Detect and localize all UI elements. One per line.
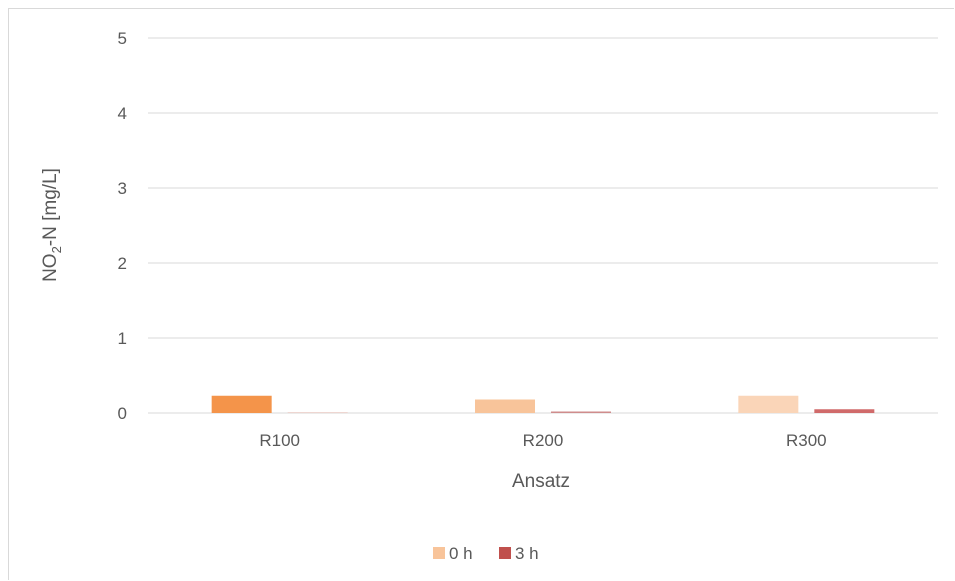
y-axis-title-rest: -N [mg/L] — [40, 168, 61, 246]
x-tick-label: R100 — [259, 431, 300, 450]
x-tick-labels: R100 R200 R300 — [259, 431, 826, 450]
legend: 0 h 3 h — [433, 544, 539, 563]
legend-label: 3 h — [515, 544, 539, 563]
bar — [211, 395, 272, 413]
bar — [475, 399, 535, 413]
gridlines — [148, 37, 938, 414]
bars — [211, 395, 875, 414]
legend-swatch — [433, 547, 445, 559]
legend-label: 0 h — [449, 544, 473, 563]
y-axis-title-main: NO — [40, 253, 61, 282]
y-tick-label: 2 — [118, 254, 127, 273]
y-tick-label: 5 — [118, 29, 127, 48]
x-tick-label: R200 — [523, 431, 564, 450]
legend-swatch — [499, 547, 511, 559]
y-axis-title: NO2-N [mg/L] — [40, 168, 64, 282]
y-tick-label: 1 — [118, 329, 127, 348]
bar — [551, 411, 611, 413]
y-tick-label: 4 — [118, 104, 127, 123]
bar — [814, 409, 875, 413]
y-tick-labels: 0 1 2 3 4 5 — [118, 29, 127, 423]
y-axis-title-subscript: 2 — [49, 246, 64, 253]
y-tick-label: 0 — [118, 404, 127, 423]
bar — [738, 395, 799, 413]
x-tick-label: R300 — [786, 431, 827, 450]
x-axis-title: Ansatz — [512, 471, 570, 492]
bar — [287, 412, 348, 414]
chart-frame — [8, 8, 954, 580]
y-tick-label: 3 — [118, 179, 127, 198]
